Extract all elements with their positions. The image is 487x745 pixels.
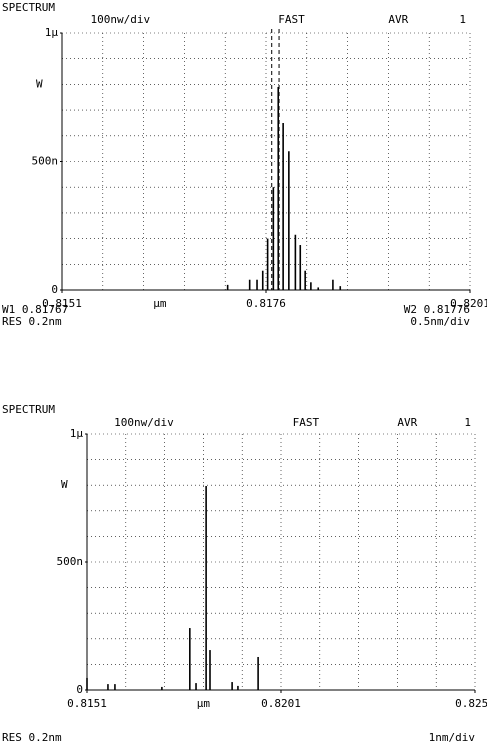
x-scale: 0.5nm/div bbox=[410, 315, 470, 328]
chart-title: SPECTRUM bbox=[2, 1, 55, 14]
avr-label: AVR bbox=[397, 416, 417, 429]
resolution: RES 0.2nm bbox=[2, 731, 62, 744]
y-axis-label: W bbox=[36, 77, 43, 90]
x-tick-label: 0.8201 bbox=[450, 297, 487, 310]
avr-value: 1 bbox=[459, 13, 466, 26]
cursor-label: W2 0.81776 bbox=[404, 303, 470, 316]
x-tick-label: 0.8176 bbox=[246, 297, 286, 310]
x-tick-label: 0.8251 bbox=[455, 697, 487, 710]
scale-label: 100nw/div bbox=[91, 13, 151, 26]
y-tick-label: 0 bbox=[76, 683, 83, 696]
x-tick-label: 0.8151 bbox=[67, 697, 107, 710]
x-axis-label: µm bbox=[197, 697, 211, 710]
x-tick-label: 0.8151 bbox=[42, 297, 82, 310]
cursor-name: W1 bbox=[2, 303, 15, 316]
y-tick-label: 1µ bbox=[45, 26, 59, 39]
scale-label: 100nw/div bbox=[114, 416, 174, 429]
resolution: RES 0.2nm bbox=[2, 315, 62, 328]
chart-title: SPECTRUM bbox=[2, 403, 55, 416]
mode-label: FAST bbox=[293, 416, 320, 429]
avr-label: AVR bbox=[388, 13, 408, 26]
y-axis-label: W bbox=[61, 478, 68, 491]
cursor-value: 0.81767 bbox=[22, 303, 68, 316]
x-scale: 1nm/div bbox=[429, 731, 476, 744]
x-axis-label: µm bbox=[153, 297, 167, 310]
cursor-label: W1 0.81767 bbox=[2, 303, 68, 316]
y-tick-label: 500n bbox=[57, 555, 84, 568]
avr-value: 1 bbox=[464, 416, 471, 429]
y-tick-label: 1µ bbox=[70, 427, 84, 440]
x-tick-label: 0.8201 bbox=[261, 697, 301, 710]
y-tick-label: 0 bbox=[51, 283, 58, 296]
mode-label: FAST bbox=[278, 13, 305, 26]
cursor-value: 0.81776 bbox=[424, 303, 470, 316]
y-tick-label: 500n bbox=[32, 155, 59, 168]
cursor-name: W2 bbox=[404, 303, 417, 316]
